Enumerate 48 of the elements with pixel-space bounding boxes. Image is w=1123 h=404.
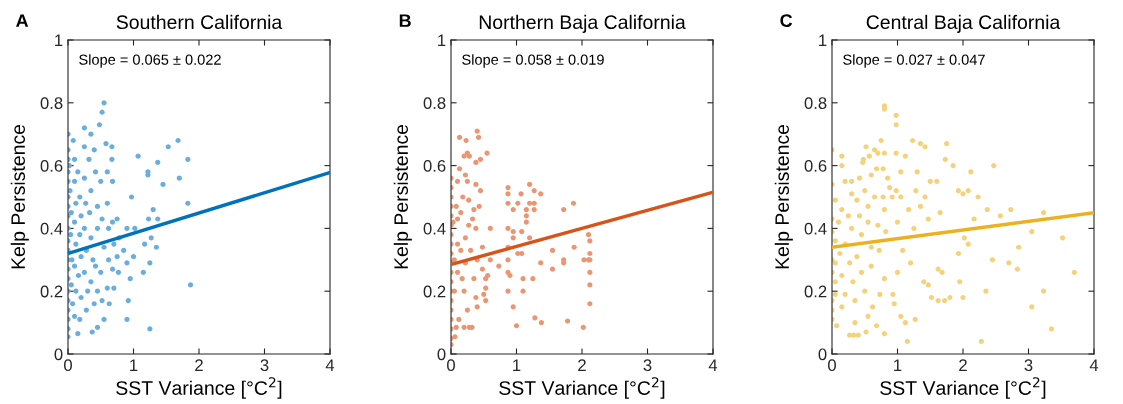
y-tick-label: 0.6: [40, 160, 63, 172]
annotation: Slope = 0.058 ± 0.019: [462, 54, 604, 68]
y-axis-title: Kelp Persistence: [393, 124, 412, 269]
annotation: Slope = 0.027 ± 0.047: [843, 54, 985, 68]
y-tick-label: 0.2: [423, 285, 446, 298]
y-axis-title: Kelp Persistence: [774, 124, 793, 269]
x-tick-label: 2: [578, 359, 586, 371]
y-tick-label: 1: [819, 34, 827, 47]
y-tick-label: 0.8: [40, 97, 63, 109]
x-axis-title: SST Variance [°C$^{2}$]: [880, 377, 1046, 399]
y-tick-label: 0.6: [804, 160, 827, 172]
y-tick-label: 0: [818, 348, 827, 361]
x-tick-label: 3: [643, 359, 652, 372]
y-tick-label: 0: [54, 348, 63, 361]
annotation: Slope = 0.065 ± 0.022: [79, 54, 221, 68]
y-tick-label: 0: [437, 348, 446, 361]
y-tick-label: 0.4: [804, 222, 827, 235]
chart-title: Central Baja California: [866, 14, 1061, 33]
text: C: [780, 14, 793, 28]
x-tick-label: 2: [959, 359, 967, 371]
text: B: [399, 14, 411, 27]
x-axis-title: SST Variance [°C$^{2}$]: [499, 377, 665, 399]
x-tick-label: 4: [325, 359, 335, 371]
text: A: [16, 14, 29, 27]
x-tick-label: 4: [708, 359, 718, 371]
x-tick-label: 4: [1089, 359, 1099, 371]
x-tick-label: 0: [828, 359, 836, 372]
x-axis-title: SST Variance [°C$^{2}$]: [116, 377, 282, 399]
chart-title: Northern Baja California: [479, 14, 686, 33]
y-tick-label: 0.2: [804, 285, 827, 298]
y-tick-label: 0.2: [40, 285, 63, 298]
x-tick-label: 1: [894, 359, 902, 371]
x-tick-label: 1: [513, 359, 521, 371]
x-tick-label: 3: [1024, 359, 1033, 372]
y-axis-title: Kelp Persistence: [10, 124, 29, 269]
y-tick-label: 0.4: [423, 222, 446, 235]
x-tick-label: 0: [64, 359, 72, 372]
x-tick-label: 1: [130, 359, 138, 371]
y-tick-label: 1: [55, 34, 63, 47]
chart-title: Southern California: [116, 14, 283, 30]
y-tick-label: 1: [438, 34, 446, 47]
y-tick-label: 0.6: [423, 160, 446, 172]
x-tick-label: 0: [447, 359, 455, 372]
x-tick-label: 2: [195, 359, 203, 371]
y-tick-label: 0.8: [423, 97, 446, 109]
y-tick-label: 0.8: [804, 97, 827, 109]
y-tick-label: 0.4: [40, 222, 63, 235]
x-tick-label: 3: [260, 359, 269, 372]
